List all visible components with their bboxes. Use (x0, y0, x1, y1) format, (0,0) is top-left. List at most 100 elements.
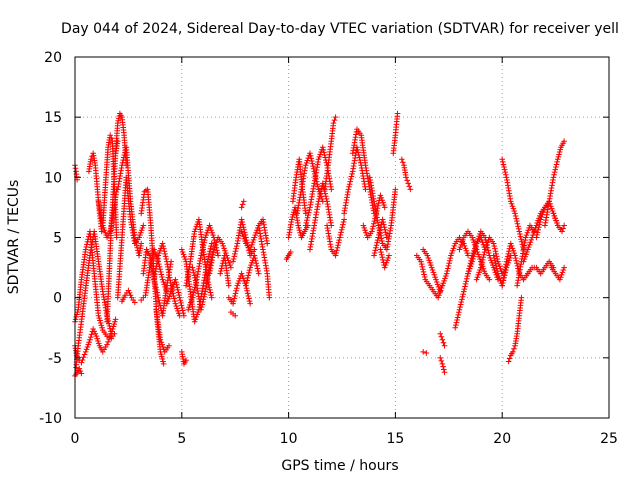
data-point (442, 275, 448, 282)
data-point (356, 154, 363, 161)
data-point (160, 243, 166, 249)
data-point (249, 239, 256, 246)
data-point (77, 368, 84, 374)
data-point (308, 155, 314, 162)
data-point (253, 260, 260, 267)
data-point (441, 366, 447, 373)
data-point (492, 245, 498, 252)
x-tick-label: 15 (386, 431, 404, 447)
data-point (113, 234, 120, 241)
data-point (500, 161, 507, 168)
data-point (522, 234, 529, 241)
data-point (248, 262, 254, 268)
data-point (295, 222, 302, 229)
data-point (528, 237, 535, 243)
data-point (517, 231, 523, 237)
data-point (446, 260, 452, 267)
data-point (170, 284, 176, 290)
data-point (466, 265, 473, 272)
data-point (339, 224, 346, 230)
x-axis-label: GPS time / hours (281, 458, 398, 474)
data-point (475, 251, 482, 258)
data-point (232, 312, 238, 319)
data-point (230, 258, 236, 265)
data-point (174, 284, 181, 291)
data-point (438, 358, 445, 364)
data-point (245, 272, 252, 279)
data-point (375, 202, 381, 209)
data-point (458, 241, 464, 248)
data-point (303, 220, 310, 226)
data-point (107, 325, 113, 332)
data-point (158, 339, 165, 345)
data-point (459, 296, 465, 303)
data-point (551, 169, 558, 175)
data-point (198, 250, 205, 256)
data-point (560, 267, 567, 273)
data-point (535, 226, 542, 233)
data-point (460, 288, 467, 295)
data-point (524, 249, 530, 255)
data-point (335, 239, 342, 246)
data-point (381, 264, 388, 271)
data-point (218, 265, 225, 272)
data-point (132, 299, 138, 306)
data-point (208, 292, 214, 298)
data-point (247, 246, 253, 253)
data-point (91, 328, 98, 335)
data-point (108, 135, 115, 142)
data-point (95, 312, 102, 319)
data-point (472, 245, 479, 252)
data-point (507, 240, 514, 247)
data-point (211, 244, 218, 250)
data-point (195, 309, 201, 315)
data-point (554, 156, 561, 163)
data-point (249, 241, 255, 248)
data-point (371, 252, 377, 259)
data-point (456, 246, 463, 253)
data-point (505, 358, 512, 365)
data-point (394, 110, 401, 117)
data-point (72, 316, 79, 323)
x-tick-label: 5 (177, 431, 186, 447)
data-point (154, 292, 161, 298)
data-point (468, 261, 475, 267)
data-point (460, 237, 466, 243)
data-point (361, 225, 368, 231)
data-point (137, 232, 143, 238)
data-point (218, 268, 224, 274)
x-tick-label: 10 (280, 431, 298, 447)
data-point (492, 257, 498, 264)
data-point (173, 279, 179, 285)
data-point (518, 294, 525, 301)
data-point (164, 298, 171, 305)
data-point (155, 252, 162, 259)
data-point (73, 314, 80, 320)
data-point (492, 248, 499, 255)
data-point (531, 227, 538, 234)
data-point (306, 207, 313, 213)
data-point (471, 248, 478, 255)
data-point (252, 255, 258, 261)
data-point (534, 229, 541, 236)
data-point (187, 299, 194, 306)
data-point (137, 229, 144, 236)
data-point (200, 299, 206, 305)
data-point (420, 266, 426, 273)
data-point (451, 243, 458, 249)
data-point (203, 232, 209, 238)
data-point (104, 341, 110, 348)
data-point (447, 255, 454, 261)
data-point (244, 287, 250, 294)
data-point (345, 186, 352, 193)
data-point (464, 273, 471, 279)
data-point (208, 240, 215, 247)
data-point (107, 132, 114, 139)
data-point (158, 351, 164, 358)
data-point (558, 272, 565, 278)
data-point (191, 228, 198, 235)
data-point (495, 273, 502, 279)
data-point (513, 215, 520, 222)
data-point (238, 228, 245, 235)
data-point (418, 261, 425, 267)
